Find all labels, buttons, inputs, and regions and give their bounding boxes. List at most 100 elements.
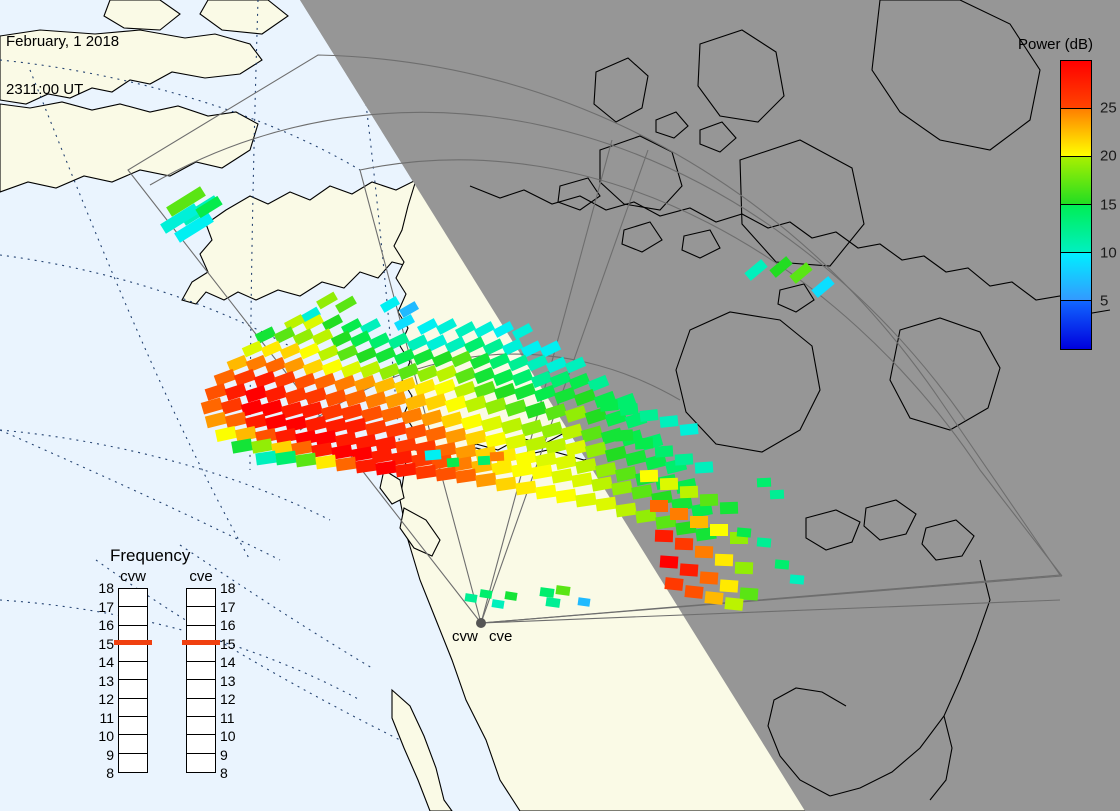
coast-night-labrador [889, 317, 1001, 431]
backscatter-cell [444, 427, 468, 445]
backscatter-cell [515, 480, 537, 496]
backscatter-cell [694, 545, 714, 559]
backscatter-cell [774, 559, 790, 570]
frequency-column-label-cvw: cvw [120, 568, 146, 585]
backscatter-cell [224, 411, 248, 429]
backscatter-cell [244, 413, 268, 431]
backscatter-cell [444, 336, 467, 354]
backscatter-cell [464, 395, 488, 413]
backscatter-cell [477, 455, 491, 466]
backscatter-cell [619, 403, 639, 416]
land-island-2 [199, 0, 289, 35]
backscatter-cell [571, 472, 593, 488]
backscatter-cell [334, 432, 358, 448]
backscatter-cell [591, 476, 613, 492]
backscatter-cell [464, 593, 478, 603]
backscatter-cell [335, 456, 357, 472]
backscatter-cell [174, 212, 214, 243]
backscatter-cell [330, 330, 353, 348]
grid-lat-1 [0, 59, 361, 171]
backscatter-cell [639, 469, 659, 483]
backscatter-cell [275, 450, 297, 466]
backscatter-cell [293, 372, 317, 391]
backscatter-cell [614, 429, 634, 442]
backscatter-cell [374, 436, 398, 452]
frequency-legend: Frequency cvw cve [88, 546, 248, 786]
backscatter-cell [284, 415, 308, 433]
backscatter-cell [479, 589, 493, 599]
frequency-tick-right: 13 [220, 672, 236, 689]
backscatter-cell [694, 461, 714, 474]
backscatter-cell [279, 342, 302, 360]
night-shadow [300, 0, 1120, 811]
backscatter-cell [679, 485, 699, 499]
backscatter-cell [714, 553, 734, 567]
freq-cell [119, 589, 147, 608]
backscatter-cell [492, 321, 515, 338]
backscatter-cell [501, 338, 524, 356]
backscatter-cell [699, 571, 719, 585]
backscatter-cell [545, 356, 568, 374]
coast-night-misc5 [681, 229, 721, 259]
backscatter-cell [431, 350, 454, 368]
backscatter-cell [736, 527, 752, 538]
frequency-tick-right: 14 [220, 654, 236, 670]
backscatter-cell [424, 393, 448, 411]
coast-night-misc4 [621, 221, 663, 253]
site-label-cvw: cvw [452, 628, 478, 645]
backscatter-cell [440, 411, 464, 429]
backscatter-cell [710, 524, 728, 536]
backscatter-cell [524, 401, 548, 419]
backscatter-cell [160, 203, 200, 234]
backscatter-cell [484, 397, 508, 415]
timestamp-time: 2311:00 UT [6, 81, 84, 98]
freq-cell [187, 699, 215, 718]
coast-night-florida [929, 715, 953, 801]
frequency-tick-right: 8 [220, 765, 228, 781]
backscatter-cell [321, 358, 344, 377]
backscatter-cell [264, 413, 288, 431]
backscatter-cell [349, 330, 372, 348]
frequency-tick-right: 16 [220, 617, 236, 633]
backscatter-cell [254, 326, 277, 344]
backscatter-cell [684, 585, 704, 599]
backscatter-cell [654, 529, 674, 543]
coast-night-victoria [599, 135, 683, 211]
backscatter-cell [544, 437, 568, 455]
backscatter-cell [273, 370, 297, 389]
backscatter-cell [670, 508, 688, 520]
colorbar-title: Power (dB) [1018, 36, 1094, 53]
backscatter-cell [214, 426, 238, 442]
coast-night-greenland [871, 0, 1041, 151]
backscatter-cell [492, 368, 515, 387]
backscatter-cell [639, 409, 659, 422]
backscatter-cell [674, 453, 694, 466]
backscatter-cell [391, 450, 413, 466]
frequency-marker-cvw [114, 639, 152, 645]
backscatter-cell [460, 413, 484, 431]
frequency-marker-cve [182, 639, 220, 645]
frequency-scale-box-cvw [118, 588, 148, 773]
backscatter-cell [514, 450, 538, 466]
backscatter-cell [420, 409, 444, 427]
backscatter-cell [744, 259, 768, 281]
land-vancouver [399, 507, 441, 557]
freq-cell [187, 735, 215, 754]
backscatter-cell [373, 376, 397, 395]
backscatter-cell [719, 501, 739, 515]
land-chukotka [0, 101, 259, 193]
backscatter-cell [634, 437, 654, 450]
backscatter-cell [302, 358, 325, 377]
backscatter-cell [587, 374, 610, 393]
coast-night-lakes [805, 509, 861, 551]
backscatter-cell [255, 450, 277, 466]
backscatter-cell [379, 296, 401, 313]
coast-night-misc6 [777, 283, 815, 313]
backscatter-cell [274, 428, 298, 444]
backscatter-cell [292, 328, 315, 346]
backscatter-cell [504, 433, 528, 451]
backscatter-cell [415, 464, 437, 480]
backscatter-cell [224, 383, 248, 401]
colorbar-segment-10-15 [1061, 205, 1091, 253]
freq-cell [119, 662, 147, 681]
